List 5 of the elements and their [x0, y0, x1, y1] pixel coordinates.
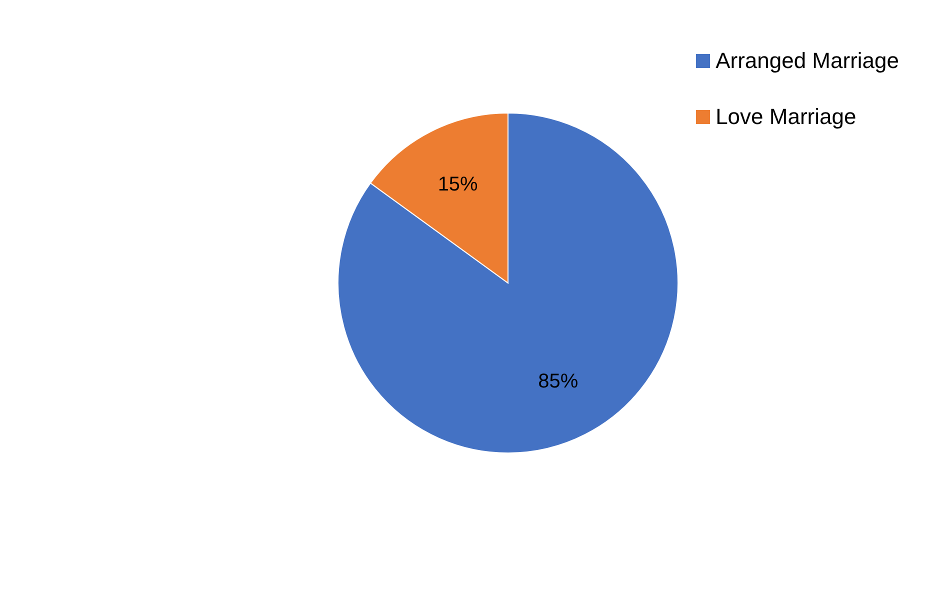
legend-label: Arranged Marriage [716, 48, 899, 74]
data-label: 15% [438, 174, 478, 196]
data-label: 85% [538, 370, 578, 392]
legend-label: Love Marriage [716, 104, 856, 130]
pie-slice [338, 112, 678, 454]
